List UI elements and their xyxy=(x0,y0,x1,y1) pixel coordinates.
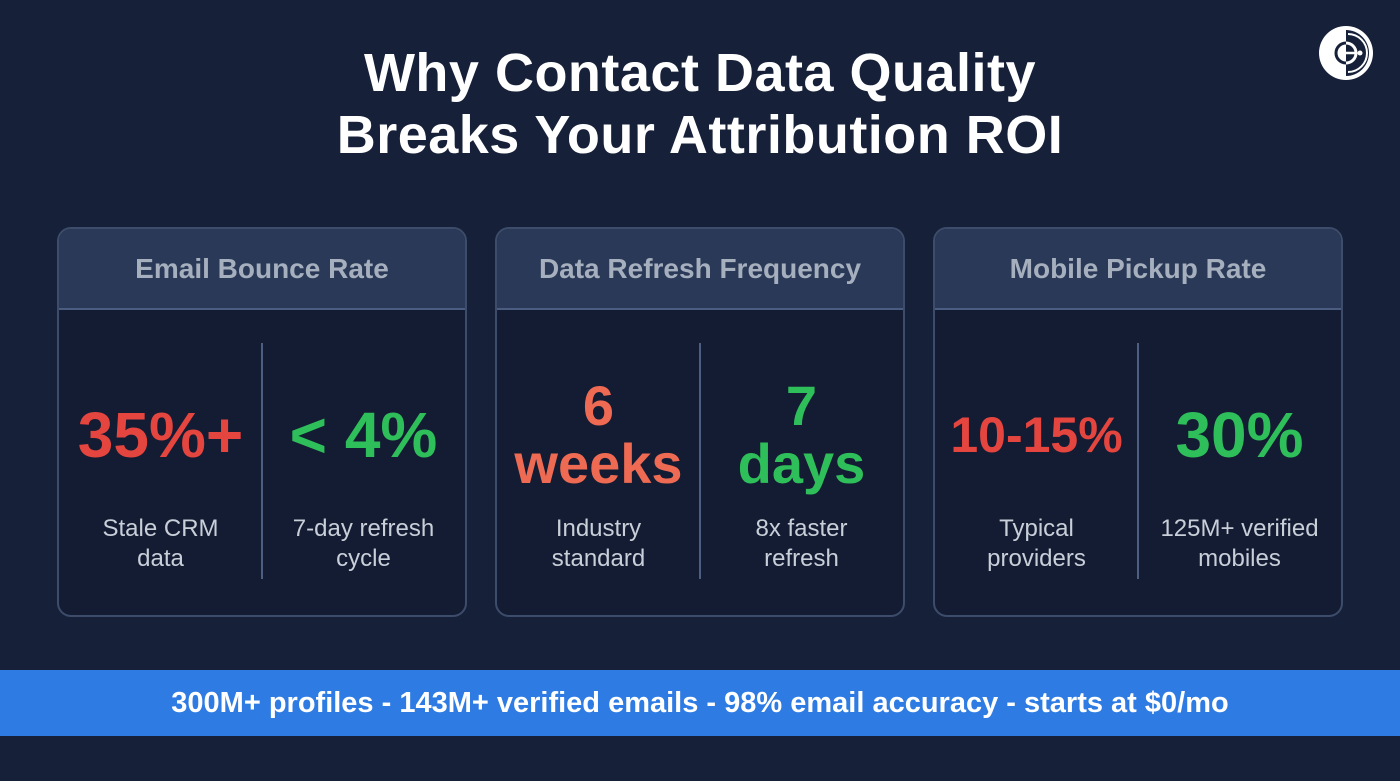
card-data-refresh-frequency: Data Refresh Frequency 6 weeks Industry … xyxy=(495,227,905,617)
metric-before: 10-15% Typical providers xyxy=(935,310,1138,615)
metric-label: Industry standard xyxy=(551,515,646,572)
card-title: Data Refresh Frequency xyxy=(497,229,903,310)
metric-value: 7 days xyxy=(737,374,866,495)
card-title: Email Bounce Rate xyxy=(59,229,465,310)
divider xyxy=(699,343,701,579)
metric-after: 30% 125M+ verified mobiles xyxy=(1138,310,1341,615)
divider xyxy=(1137,343,1139,579)
banner-text: 300M+ profiles - 143M+ verified emails -… xyxy=(171,686,1229,719)
metric-label: 8x faster refresh xyxy=(755,515,848,572)
metric-label: 7-day refresh cycle xyxy=(292,515,435,572)
card-email-bounce-rate: Email Bounce Rate 35%+ Stale CRM data < … xyxy=(57,227,467,617)
logo-icon xyxy=(1317,24,1375,82)
metric-label: Typical providers xyxy=(987,515,1086,572)
metric-value: 6 weeks xyxy=(514,374,683,495)
metric-label: 125M+ verified mobiles xyxy=(1160,515,1319,572)
summary-banner: 300M+ profiles - 143M+ verified emails -… xyxy=(0,670,1400,736)
title-line-2: Breaks Your Attribution ROI xyxy=(336,105,1064,165)
metric-before: 6 weeks Industry standard xyxy=(497,310,700,615)
card-title: Mobile Pickup Rate xyxy=(935,229,1341,310)
metric-after: < 4% 7-day refresh cycle xyxy=(262,310,465,615)
metric-value: 10-15% xyxy=(950,407,1123,463)
divider xyxy=(261,343,263,579)
title-line-1: Why Contact Data Quality xyxy=(363,43,1037,103)
card-mobile-pickup-rate: Mobile Pickup Rate 10-15% Typical provid… xyxy=(933,227,1343,617)
metric-after: 7 days 8x faster refresh xyxy=(700,310,903,615)
metric-value: < 4% xyxy=(289,399,438,471)
page-title: Why Contact Data Quality Breaks Your Att… xyxy=(0,42,1400,166)
metric-value: 30% xyxy=(1175,399,1304,471)
metric-value: 35%+ xyxy=(77,399,244,471)
metric-label: Stale CRM data xyxy=(102,515,219,572)
metric-before: 35%+ Stale CRM data xyxy=(59,310,262,615)
